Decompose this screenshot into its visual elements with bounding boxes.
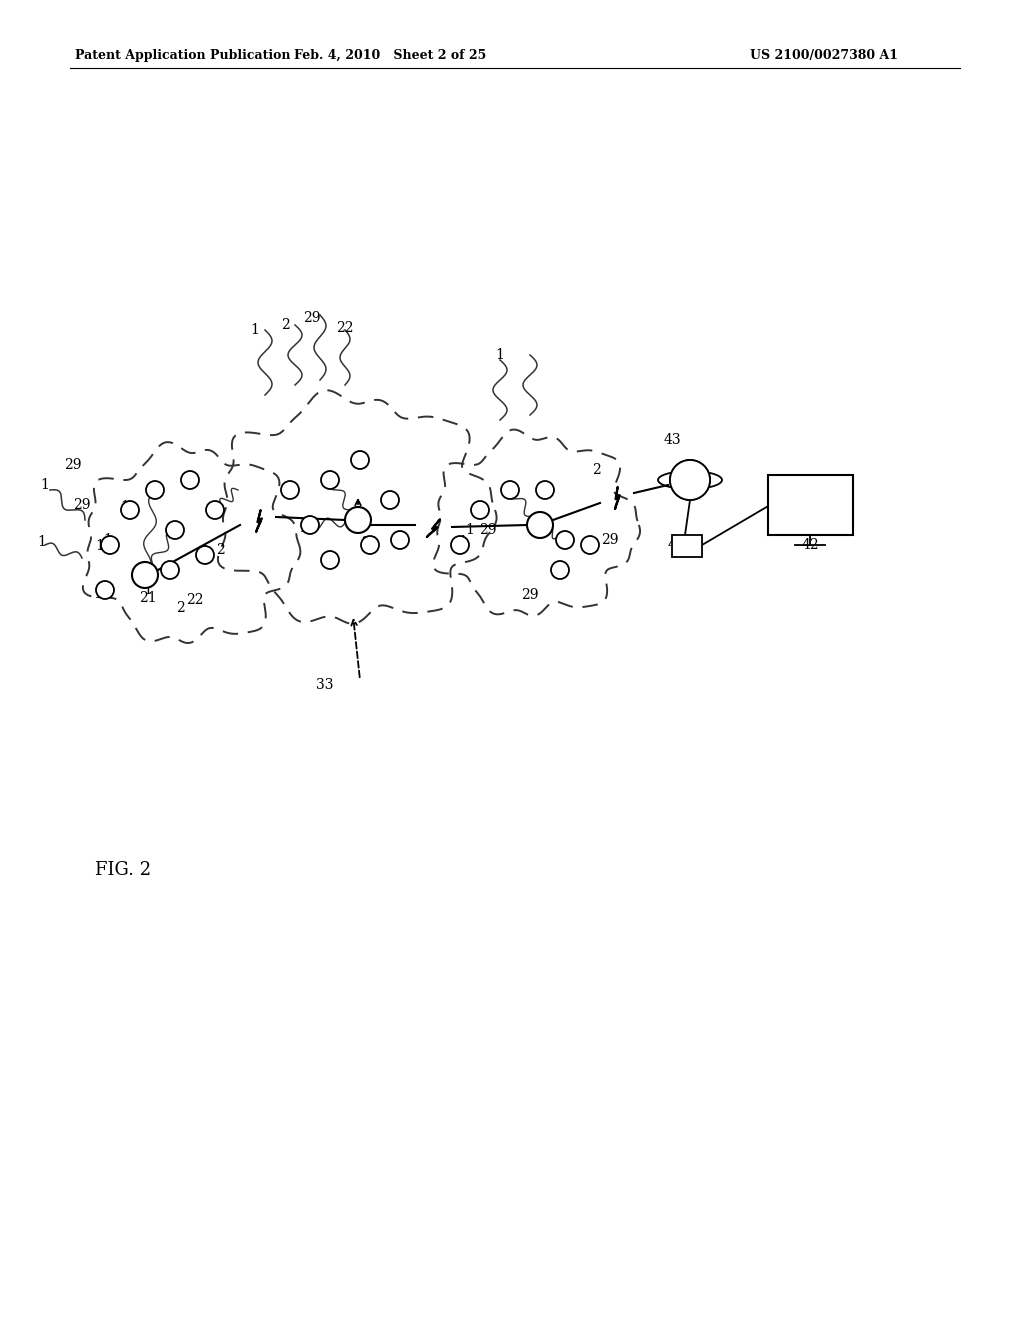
Text: 1: 1 [93, 587, 102, 601]
Text: 1: 1 [554, 564, 562, 577]
Text: 33: 33 [316, 678, 334, 692]
Text: FIG. 2: FIG. 2 [95, 861, 152, 879]
Text: 1: 1 [38, 535, 46, 549]
Text: Patent Application Publication: Patent Application Publication [75, 49, 291, 62]
Text: 1: 1 [387, 491, 396, 506]
Circle shape [121, 502, 139, 519]
Circle shape [581, 536, 599, 554]
Text: 42: 42 [801, 539, 819, 552]
Text: 2: 2 [176, 601, 184, 615]
Circle shape [181, 471, 199, 488]
Circle shape [556, 531, 574, 549]
Text: 1: 1 [466, 523, 474, 537]
Bar [672, 535, 702, 557]
Text: 1: 1 [299, 521, 307, 535]
Circle shape [166, 521, 184, 539]
Circle shape [551, 561, 569, 579]
Text: 1: 1 [459, 535, 467, 549]
Circle shape [146, 480, 164, 499]
Circle shape [281, 480, 299, 499]
Text: Feb. 4, 2010   Sheet 2 of 25: Feb. 4, 2010 Sheet 2 of 25 [294, 49, 486, 62]
Circle shape [321, 471, 339, 488]
Text: 29: 29 [479, 523, 497, 537]
Circle shape [501, 480, 519, 499]
Circle shape [345, 507, 371, 533]
Text: 2: 2 [395, 535, 404, 549]
Text: 21: 21 [361, 536, 379, 550]
Circle shape [132, 562, 158, 587]
Text: 1: 1 [156, 484, 165, 499]
Circle shape [527, 512, 553, 539]
Circle shape [670, 459, 710, 500]
Circle shape [381, 491, 399, 510]
Text: 1: 1 [41, 478, 49, 492]
Text: 22: 22 [186, 593, 204, 607]
Text: 29: 29 [521, 587, 539, 602]
Circle shape [301, 516, 319, 535]
Circle shape [351, 451, 369, 469]
Text: 2: 2 [281, 318, 290, 333]
Text: 29: 29 [303, 312, 321, 325]
Circle shape [196, 546, 214, 564]
Text: 1: 1 [251, 323, 259, 337]
Circle shape [361, 536, 379, 554]
Circle shape [451, 536, 469, 554]
Circle shape [536, 480, 554, 499]
Text: 2: 2 [592, 463, 600, 477]
Circle shape [161, 561, 179, 579]
Text: 21: 21 [139, 591, 157, 605]
Text: 1: 1 [103, 533, 113, 546]
Circle shape [321, 550, 339, 569]
Text: 41: 41 [667, 539, 685, 552]
Text: 1: 1 [358, 451, 368, 466]
Text: 22: 22 [336, 321, 353, 335]
Circle shape [471, 502, 489, 519]
Text: 43: 43 [664, 433, 681, 447]
Bar [768, 475, 853, 535]
Text: 1: 1 [143, 583, 153, 597]
Circle shape [391, 531, 409, 549]
Text: 1: 1 [210, 502, 218, 515]
Circle shape [206, 502, 224, 519]
Text: 1: 1 [496, 348, 505, 362]
Circle shape [101, 536, 119, 554]
Text: 2: 2 [216, 543, 224, 557]
Text: 29: 29 [74, 498, 91, 512]
Text: 1: 1 [121, 500, 129, 513]
Text: 29: 29 [65, 458, 82, 473]
Text: 1: 1 [95, 539, 104, 553]
Text: 1: 1 [587, 536, 595, 550]
Text: 1: 1 [143, 569, 151, 582]
Text: US 2100/0027380 A1: US 2100/0027380 A1 [750, 49, 898, 62]
Text: 29: 29 [601, 533, 618, 546]
Circle shape [670, 459, 710, 500]
Circle shape [96, 581, 114, 599]
